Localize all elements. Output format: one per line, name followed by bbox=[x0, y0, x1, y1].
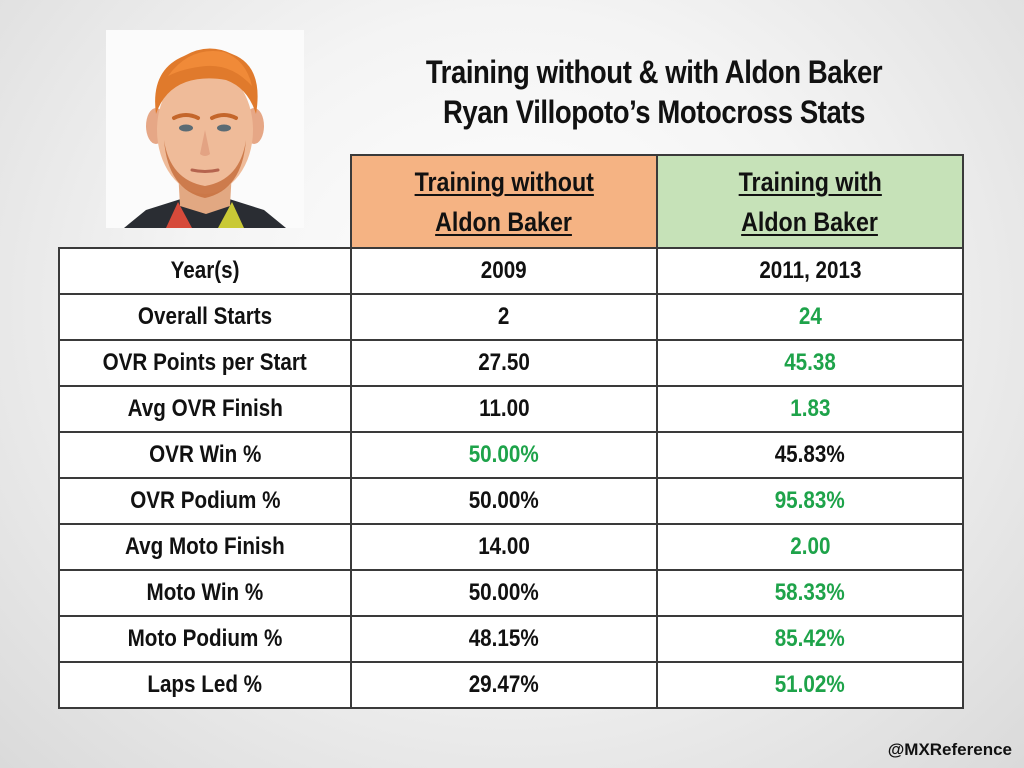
value-without-baker-cell: 27.50 bbox=[350, 339, 658, 387]
row-label: Moto Podium % bbox=[127, 625, 283, 652]
value-with-baker-cell: 2.00 bbox=[656, 523, 964, 571]
value-without-baker: 50.00% bbox=[468, 487, 540, 514]
value-with-baker: 2.00 bbox=[789, 533, 831, 560]
stats-table: Training without Aldon Baker Training wi… bbox=[58, 154, 964, 709]
header-with-line-2: Aldon Baker bbox=[741, 206, 879, 237]
header-without-line-2: Aldon Baker bbox=[435, 206, 573, 237]
value-with-baker-cell: 51.02% bbox=[656, 661, 964, 709]
table-row: OVR Points per Start 27.50 45.38 bbox=[58, 339, 964, 387]
credit-handle: @MXReference bbox=[887, 740, 1012, 759]
value-with-baker: 95.83% bbox=[774, 487, 846, 514]
header-without-baker: Training without Aldon Baker bbox=[350, 154, 658, 249]
header-with-baker: Training with Aldon Baker bbox=[656, 154, 964, 249]
row-label: OVR Podium % bbox=[129, 487, 281, 514]
value-without-baker: 11.00 bbox=[478, 395, 530, 422]
row-label-cell: OVR Podium % bbox=[58, 477, 352, 525]
row-label: OVR Win % bbox=[148, 441, 262, 468]
row-label: Overall Starts bbox=[137, 303, 273, 330]
value-with-baker: 85.42% bbox=[774, 625, 846, 652]
row-label-cell: Year(s) bbox=[58, 247, 352, 295]
header-without-line-1: Training without bbox=[414, 166, 594, 197]
row-label: OVR Points per Start bbox=[102, 349, 308, 376]
value-without-baker: 29.47% bbox=[468, 671, 540, 698]
rider-portrait bbox=[106, 30, 304, 228]
value-with-baker: 45.83% bbox=[774, 441, 846, 468]
table-row: Avg OVR Finish 11.00 1.83 bbox=[58, 385, 964, 433]
table-row: Moto Win % 50.00% 58.33% bbox=[58, 569, 964, 617]
value-with-baker: 2011, 2013 bbox=[758, 257, 862, 284]
value-without-baker: 27.50 bbox=[478, 349, 530, 376]
row-label-cell: OVR Points per Start bbox=[58, 339, 352, 387]
page-title: Training without & with Aldon Baker Ryan… bbox=[393, 52, 916, 132]
value-without-baker-cell: 50.00% bbox=[350, 569, 658, 617]
header-blank-cell bbox=[59, 155, 351, 248]
table-row: OVR Podium % 50.00% 95.83% bbox=[58, 477, 964, 525]
header-with-line-1: Training with bbox=[738, 166, 882, 197]
row-label-cell: Moto Podium % bbox=[58, 615, 352, 663]
title-line-1: Training without & with Aldon Baker bbox=[425, 54, 883, 90]
value-with-baker-cell: 58.33% bbox=[656, 569, 964, 617]
row-label-cell: Moto Win % bbox=[58, 569, 352, 617]
value-without-baker: 14.00 bbox=[478, 533, 530, 560]
value-with-baker-cell: 1.83 bbox=[656, 385, 964, 433]
row-label: Moto Win % bbox=[146, 579, 264, 606]
value-without-baker-cell: 11.00 bbox=[350, 385, 658, 433]
value-without-baker-cell: 29.47% bbox=[350, 661, 658, 709]
row-label: Avg Moto Finish bbox=[125, 533, 285, 560]
value-without-baker: 50.00% bbox=[468, 441, 540, 468]
value-without-baker-cell: 50.00% bbox=[350, 477, 658, 525]
table-row: Laps Led % 29.47% 51.02% bbox=[58, 661, 964, 709]
value-with-baker: 1.83 bbox=[789, 395, 831, 422]
title-line-2: Ryan Villopoto’s Motocross Stats bbox=[442, 94, 866, 130]
value-without-baker-cell: 2 bbox=[350, 293, 658, 341]
row-label-cell: Avg OVR Finish bbox=[58, 385, 352, 433]
value-with-baker-cell: 45.38 bbox=[656, 339, 964, 387]
value-without-baker: 2 bbox=[498, 303, 510, 330]
table-row: Overall Starts 2 24 bbox=[58, 293, 964, 341]
value-without-baker: 48.15% bbox=[468, 625, 540, 652]
header-row: Training without Aldon Baker Training wi… bbox=[59, 154, 964, 249]
value-without-baker-cell: 50.00% bbox=[350, 431, 658, 479]
value-without-baker-cell: 2009 bbox=[350, 247, 658, 295]
value-with-baker: 51.02% bbox=[774, 671, 846, 698]
value-with-baker-cell: 45.83% bbox=[656, 431, 964, 479]
table-row: Moto Podium % 48.15% 85.42% bbox=[58, 615, 964, 663]
value-without-baker-cell: 48.15% bbox=[350, 615, 658, 663]
value-without-baker: 2009 bbox=[481, 257, 527, 284]
value-without-baker: 50.00% bbox=[468, 579, 540, 606]
table-row: OVR Win % 50.00% 45.83% bbox=[58, 431, 964, 479]
value-with-baker: 24 bbox=[798, 303, 822, 330]
value-with-baker-cell: 85.42% bbox=[656, 615, 964, 663]
row-label-cell: Laps Led % bbox=[58, 661, 352, 709]
row-label-cell: Avg Moto Finish bbox=[58, 523, 352, 571]
row-label: Laps Led % bbox=[147, 671, 263, 698]
table-row: Avg Moto Finish 14.00 2.00 bbox=[58, 523, 964, 571]
table-row: Year(s) 2009 2011, 2013 bbox=[58, 247, 964, 295]
row-label: Avg OVR Finish bbox=[127, 395, 283, 422]
value-with-baker-cell: 95.83% bbox=[656, 477, 964, 525]
value-without-baker-cell: 14.00 bbox=[350, 523, 658, 571]
value-with-baker-cell: 24 bbox=[656, 293, 964, 341]
row-label: Year(s) bbox=[170, 257, 240, 284]
value-with-baker: 58.33% bbox=[774, 579, 846, 606]
value-with-baker: 45.38 bbox=[784, 349, 836, 376]
row-label-cell: OVR Win % bbox=[58, 431, 352, 479]
value-with-baker-cell: 2011, 2013 bbox=[656, 247, 964, 295]
row-label-cell: Overall Starts bbox=[58, 293, 352, 341]
